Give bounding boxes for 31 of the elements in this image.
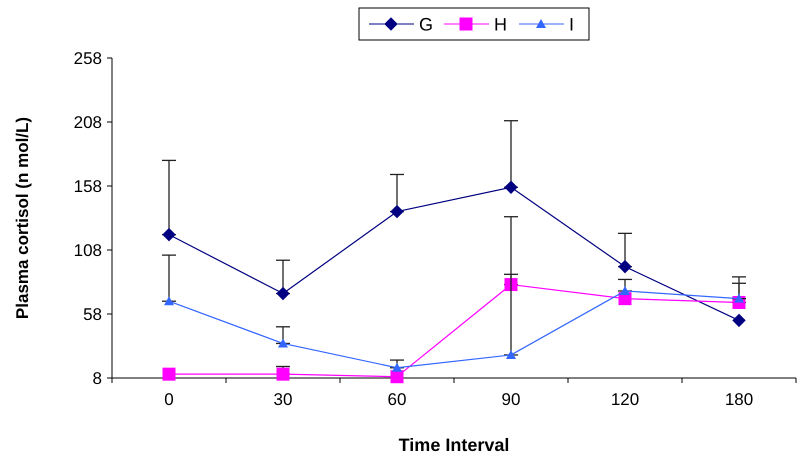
x-tick-label: 0 bbox=[164, 390, 174, 409]
point bbox=[162, 228, 176, 242]
point bbox=[620, 286, 630, 295]
x-tick-label: 60 bbox=[388, 390, 406, 409]
point bbox=[732, 314, 746, 327]
point bbox=[390, 205, 404, 218]
point bbox=[506, 350, 516, 359]
point bbox=[164, 296, 174, 306]
y-tick-label: 258 bbox=[74, 48, 102, 68]
x-tick-label: 90 bbox=[502, 390, 520, 409]
x-tick-label: 30 bbox=[274, 390, 292, 409]
x-axis-title: Time Interval bbox=[398, 435, 510, 455]
x-tick-label: 180 bbox=[724, 390, 754, 409]
y-tick-label: 158 bbox=[74, 176, 102, 196]
y-tick-label: 108 bbox=[74, 240, 102, 260]
point bbox=[618, 260, 632, 274]
point bbox=[278, 338, 288, 348]
legend-label: H bbox=[494, 14, 507, 34]
y-tick-label: 8 bbox=[92, 368, 102, 388]
legend-label: G bbox=[419, 14, 434, 34]
y-tick-label: 208 bbox=[74, 112, 102, 132]
point bbox=[504, 278, 518, 292]
point bbox=[162, 368, 176, 381]
point bbox=[392, 362, 402, 372]
y-axis-title: Plasma cortisol (n mol/L) bbox=[13, 116, 32, 320]
point bbox=[504, 180, 518, 194]
x-tick-label: 120 bbox=[610, 390, 640, 409]
y-tick-label: 58 bbox=[83, 304, 102, 324]
point bbox=[276, 287, 290, 300]
legend-label: I bbox=[569, 14, 574, 34]
point bbox=[276, 368, 290, 381]
